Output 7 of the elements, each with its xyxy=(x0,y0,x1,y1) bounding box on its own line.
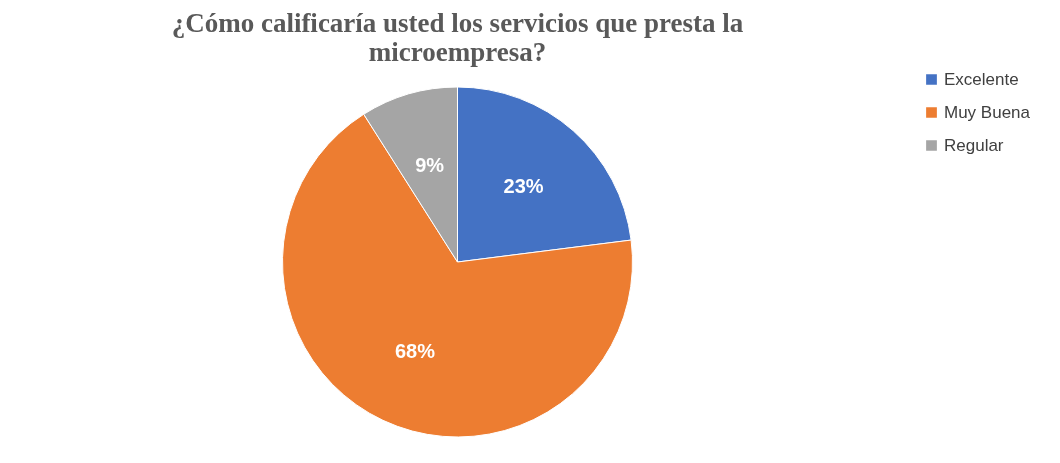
legend-label: Excelente xyxy=(944,69,1019,89)
data-label: 23% xyxy=(503,174,544,197)
legend-label: Muy Buena xyxy=(944,102,1031,122)
legend-label: Regular xyxy=(944,135,1004,155)
chart-title: ¿Cómo calificaría usted los servicios que presta la microempresa? xyxy=(171,8,744,67)
data-label: 9% xyxy=(415,153,445,176)
data-label: 68% xyxy=(394,340,436,363)
